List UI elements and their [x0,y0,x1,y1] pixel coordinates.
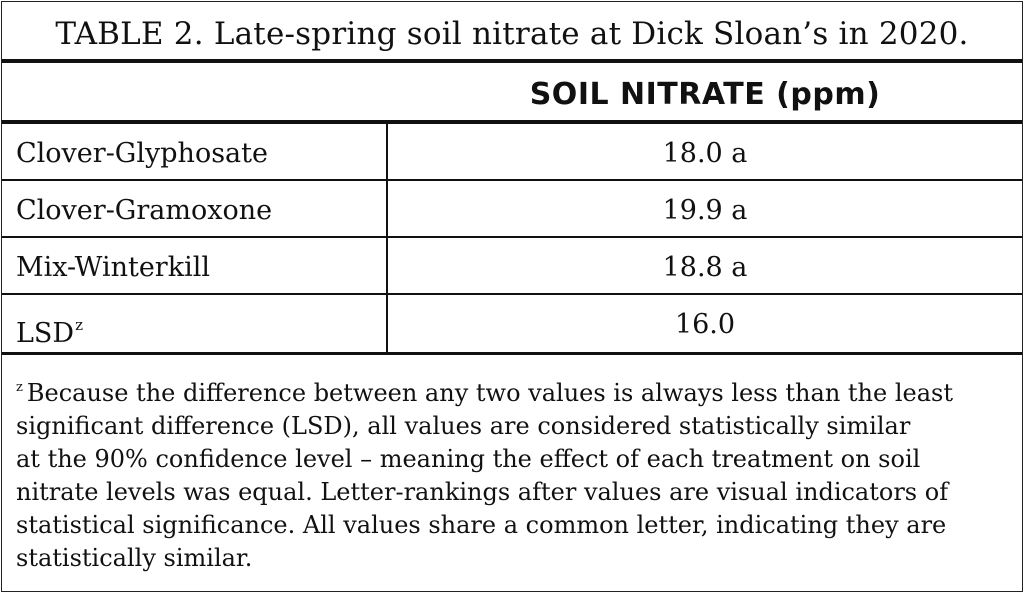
row-label: Mix-Winterkill [2,238,388,293]
lsd-row: LSDz 16.0 [2,295,1022,355]
lsd-label: LSD [16,318,75,349]
row-value: 18.8 a [662,252,748,283]
row-label: Clover-Gramoxone [2,181,388,236]
table-row: Clover-Glyphosate 18.0 a [2,124,1022,181]
footnote-line: nitrate levels was equal. Letter-ranking… [16,478,949,506]
footnote: z Because the difference between any two … [2,355,1022,575]
lsd-footnote-marker: z [75,316,83,334]
row-value: 18.0 a [662,138,748,169]
footnote-line: statistically similar. [16,544,253,572]
header-soil-nitrate: SOIL NITRATE (ppm) [529,77,881,112]
table-title: TABLE 2. Late-spring soil nitrate at Dic… [2,2,1022,63]
table-row: Clover-Gramoxone 19.9 a [2,181,1022,238]
row-label: Clover-Glyphosate [2,124,388,179]
row-value: 19.9 a [662,195,748,226]
footnote-line: statistical significance. All values sha… [16,511,947,539]
footnote-line: significant difference (LSD), all values… [16,412,911,440]
header-treatment-cell [2,63,388,120]
table-row: Mix-Winterkill 18.8 a [2,238,1022,295]
footnote-text: Because the difference between any two v… [26,379,953,407]
lsd-label-cell: LSDz [2,295,388,352]
footnote-line: at the 90% confidence level – meaning th… [16,445,921,473]
table-header-row: SOIL NITRATE (ppm) [2,63,1022,124]
footnote-marker: z [16,380,23,395]
lsd-value: 16.0 [674,309,736,340]
footnote-line: z Because the difference between any two … [16,371,1008,410]
